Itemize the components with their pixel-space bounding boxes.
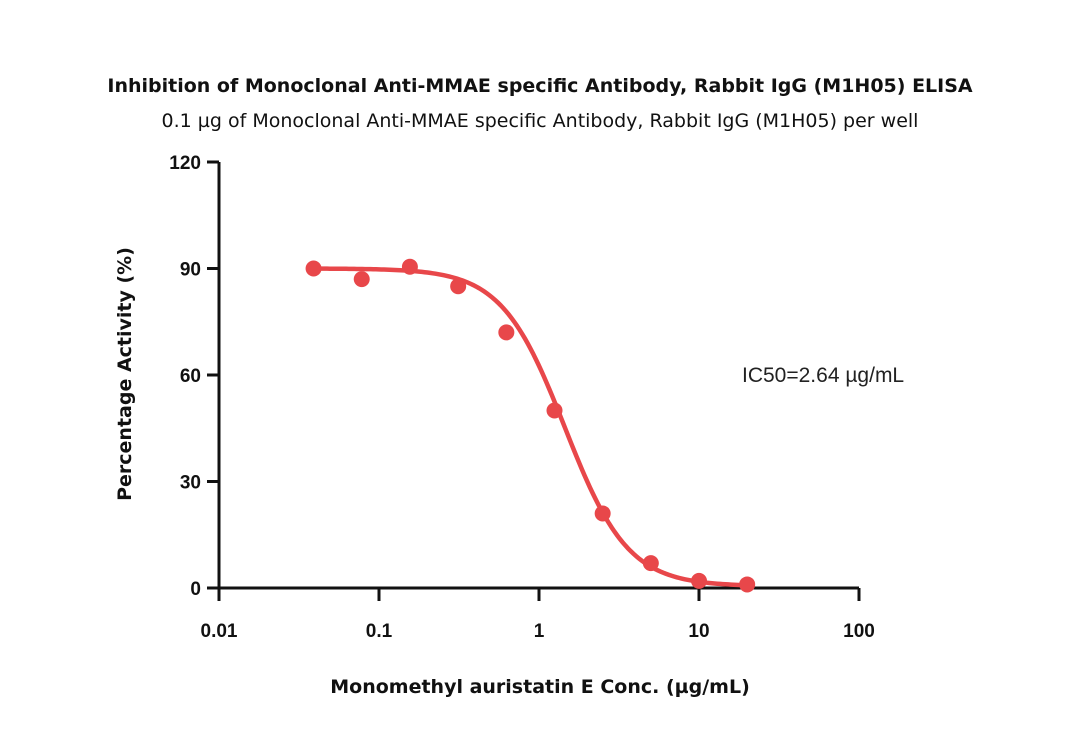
x-tick-label: 0.1 xyxy=(366,621,393,642)
chart-subtitle: 0.1 µg of Monoclonal Anti-MMAE specific … xyxy=(162,110,919,132)
data-point xyxy=(594,505,611,522)
data-point xyxy=(450,278,467,295)
chart-title: Inhibition of Monoclonal Anti-MMAE speci… xyxy=(107,75,973,97)
fit-curve xyxy=(311,266,750,588)
y-axis-ticks: 0 30 60 90 120 xyxy=(169,153,219,600)
y-tick-label: 0 xyxy=(190,579,201,600)
x-tick-label: 10 xyxy=(688,621,709,642)
data-point xyxy=(739,576,756,593)
x-axis-title: Monomethyl auristatin E Conc. (µg/mL) xyxy=(330,676,750,698)
ic50-annotation: IC50=2.64 µg/mL xyxy=(742,364,904,387)
y-axis-title: Percentage Activity (%) xyxy=(114,247,136,501)
x-axis-ticks: 0.01 0.1 1 10 100 xyxy=(201,588,875,642)
y-tick-label: 120 xyxy=(169,153,201,174)
fit-curve-layer xyxy=(311,266,750,588)
y-tick-label: 90 xyxy=(180,260,201,281)
data-point xyxy=(546,402,563,419)
x-tick-label: 0.01 xyxy=(201,621,238,642)
data-points-layer xyxy=(305,258,756,593)
data-point xyxy=(642,555,659,572)
data-point xyxy=(305,260,322,277)
y-tick-label: 60 xyxy=(180,366,201,387)
data-point xyxy=(498,324,515,341)
y-tick-label: 30 xyxy=(180,473,201,494)
x-tick-label: 100 xyxy=(843,621,875,642)
x-tick-label: 1 xyxy=(534,621,545,642)
data-point xyxy=(401,258,418,275)
data-point xyxy=(691,572,707,589)
data-point xyxy=(353,271,370,288)
